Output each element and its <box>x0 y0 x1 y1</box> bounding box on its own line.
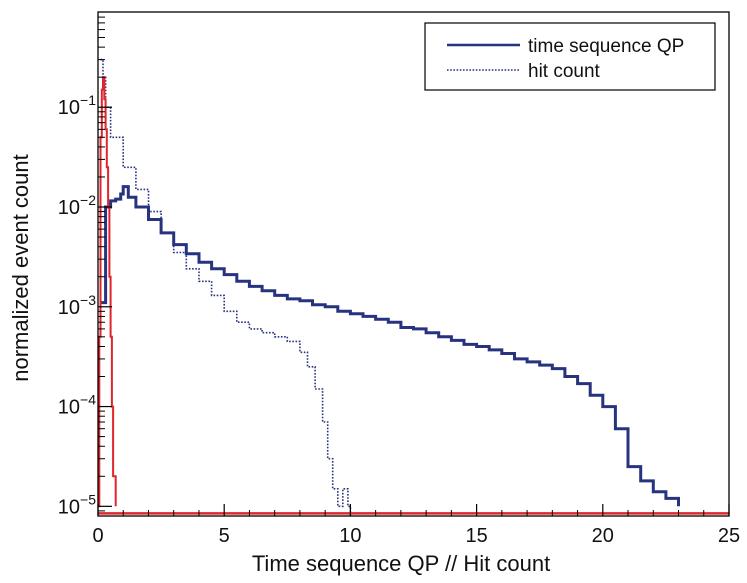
plot-frame <box>97 11 730 517</box>
series-line-hit-count <box>100 58 352 516</box>
x-axis-label: Time sequence QP // Hit count <box>252 551 550 576</box>
legend-box <box>424 22 716 91</box>
axis-tick-labels: 0 5 10 15 20 25 10−1 10−2 10−3 10−4 10−5 <box>58 92 740 547</box>
y-tick-label: 10−2 <box>58 192 96 219</box>
x-tick-label: 10 <box>339 525 361 547</box>
y-axis-label: normalized event count <box>8 154 33 381</box>
series-line-time-sequence-qp <box>100 185 680 507</box>
x-tick-label: 0 <box>92 525 103 547</box>
x-tick-label: 5 <box>219 525 230 547</box>
x-tick-label: 15 <box>465 525 487 547</box>
y-tick-label: 10−3 <box>58 292 96 319</box>
y-tick-label: 10−5 <box>58 491 96 518</box>
legend-label-hit-count: hit count <box>528 61 601 82</box>
x-tick-label: 25 <box>718 525 740 547</box>
legend-label-time-sequence-qp: time sequence QP <box>528 36 684 57</box>
legend: time sequence QP hit count <box>424 22 716 91</box>
axis-ticks <box>97 11 730 517</box>
y-tick-label: 10−1 <box>58 92 96 119</box>
y-tick-label: 10−4 <box>58 392 96 419</box>
x-tick-label: 20 <box>592 525 614 547</box>
